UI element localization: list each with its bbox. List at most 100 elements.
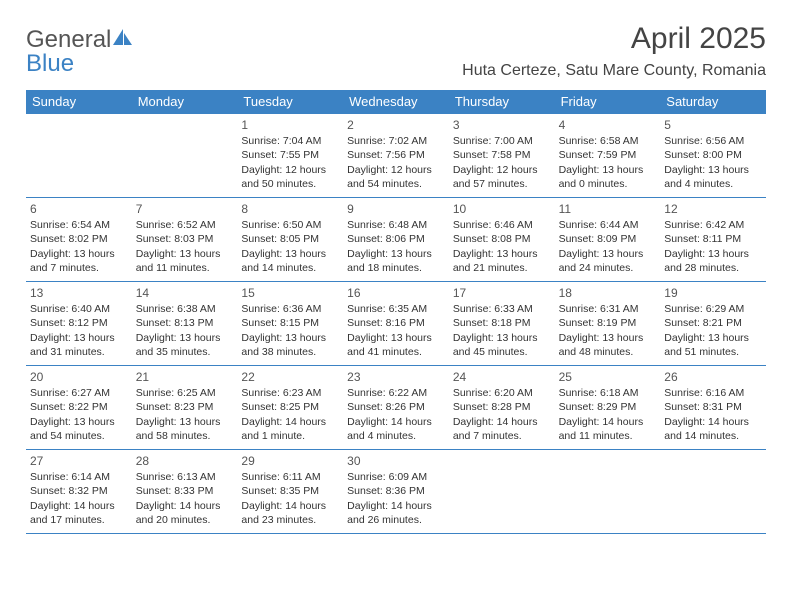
daylight-text: Daylight: 14 hours and 23 minutes.	[241, 499, 339, 527]
sunset-text: Sunset: 8:16 PM	[347, 316, 445, 330]
daylight-text: Daylight: 14 hours and 7 minutes.	[453, 415, 551, 443]
week-row: 1Sunrise: 7:04 AMSunset: 7:55 PMDaylight…	[26, 114, 766, 198]
sunrise-text: Sunrise: 6:31 AM	[559, 302, 657, 316]
sunrise-text: Sunrise: 6:36 AM	[241, 302, 339, 316]
sunrise-text: Sunrise: 6:44 AM	[559, 218, 657, 232]
empty-cell	[555, 450, 661, 533]
day-cell: 3Sunrise: 7:00 AMSunset: 7:58 PMDaylight…	[449, 114, 555, 197]
empty-cell	[26, 114, 132, 197]
sunrise-text: Sunrise: 6:58 AM	[559, 134, 657, 148]
day-cell: 25Sunrise: 6:18 AMSunset: 8:29 PMDayligh…	[555, 366, 661, 449]
day-cell: 23Sunrise: 6:22 AMSunset: 8:26 PMDayligh…	[343, 366, 449, 449]
sunset-text: Sunset: 8:05 PM	[241, 232, 339, 246]
day-cell: 7Sunrise: 6:52 AMSunset: 8:03 PMDaylight…	[132, 198, 238, 281]
day-number: 4	[559, 117, 657, 133]
day-cell: 28Sunrise: 6:13 AMSunset: 8:33 PMDayligh…	[132, 450, 238, 533]
week-row: 6Sunrise: 6:54 AMSunset: 8:02 PMDaylight…	[26, 198, 766, 282]
day-number: 21	[136, 369, 234, 385]
sunset-text: Sunset: 8:13 PM	[136, 316, 234, 330]
week-row: 20Sunrise: 6:27 AMSunset: 8:22 PMDayligh…	[26, 366, 766, 450]
sunset-text: Sunset: 8:33 PM	[136, 484, 234, 498]
day-cell: 19Sunrise: 6:29 AMSunset: 8:21 PMDayligh…	[660, 282, 766, 365]
sunset-text: Sunset: 8:19 PM	[559, 316, 657, 330]
day-number: 11	[559, 201, 657, 217]
sunset-text: Sunset: 8:06 PM	[347, 232, 445, 246]
day-number: 19	[664, 285, 762, 301]
sunset-text: Sunset: 8:36 PM	[347, 484, 445, 498]
logo-text-2: Blue	[26, 50, 74, 77]
day-cell: 12Sunrise: 6:42 AMSunset: 8:11 PMDayligh…	[660, 198, 766, 281]
day-number: 18	[559, 285, 657, 301]
sunset-text: Sunset: 8:29 PM	[559, 400, 657, 414]
sunrise-text: Sunrise: 6:13 AM	[136, 470, 234, 484]
daylight-text: Daylight: 13 hours and 0 minutes.	[559, 163, 657, 191]
sunrise-text: Sunrise: 6:54 AM	[30, 218, 128, 232]
day-cell: 8Sunrise: 6:50 AMSunset: 8:05 PMDaylight…	[237, 198, 343, 281]
daylight-text: Daylight: 13 hours and 7 minutes.	[30, 247, 128, 275]
sunrise-text: Sunrise: 6:14 AM	[30, 470, 128, 484]
day-number: 6	[30, 201, 128, 217]
day-number: 3	[453, 117, 551, 133]
day-cell: 17Sunrise: 6:33 AMSunset: 8:18 PMDayligh…	[449, 282, 555, 365]
day-cell: 6Sunrise: 6:54 AMSunset: 8:02 PMDaylight…	[26, 198, 132, 281]
daylight-text: Daylight: 14 hours and 17 minutes.	[30, 499, 128, 527]
daylight-text: Daylight: 13 hours and 4 minutes.	[664, 163, 762, 191]
day-number: 15	[241, 285, 339, 301]
day-cell: 26Sunrise: 6:16 AMSunset: 8:31 PMDayligh…	[660, 366, 766, 449]
daylight-text: Daylight: 12 hours and 50 minutes.	[241, 163, 339, 191]
weekday-header: Thursday	[449, 90, 555, 114]
daylight-text: Daylight: 13 hours and 14 minutes.	[241, 247, 339, 275]
day-cell: 5Sunrise: 6:56 AMSunset: 8:00 PMDaylight…	[660, 114, 766, 197]
week-row: 13Sunrise: 6:40 AMSunset: 8:12 PMDayligh…	[26, 282, 766, 366]
day-cell: 29Sunrise: 6:11 AMSunset: 8:35 PMDayligh…	[237, 450, 343, 533]
daylight-text: Daylight: 14 hours and 26 minutes.	[347, 499, 445, 527]
empty-cell	[449, 450, 555, 533]
daylight-text: Daylight: 13 hours and 28 minutes.	[664, 247, 762, 275]
logo-sail-icon	[113, 26, 133, 50]
sunset-text: Sunset: 8:28 PM	[453, 400, 551, 414]
weekday-header: Tuesday	[237, 90, 343, 114]
day-number: 9	[347, 201, 445, 217]
day-number: 23	[347, 369, 445, 385]
empty-cell	[660, 450, 766, 533]
sunrise-text: Sunrise: 6:33 AM	[453, 302, 551, 316]
sunset-text: Sunset: 8:26 PM	[347, 400, 445, 414]
day-number: 13	[30, 285, 128, 301]
daylight-text: Daylight: 13 hours and 45 minutes.	[453, 331, 551, 359]
sunset-text: Sunset: 8:02 PM	[30, 232, 128, 246]
daylight-text: Daylight: 14 hours and 1 minute.	[241, 415, 339, 443]
day-number: 20	[30, 369, 128, 385]
day-number: 30	[347, 453, 445, 469]
sunset-text: Sunset: 8:09 PM	[559, 232, 657, 246]
daylight-text: Daylight: 14 hours and 14 minutes.	[664, 415, 762, 443]
logo: General Blue	[26, 22, 133, 76]
week-row: 27Sunrise: 6:14 AMSunset: 8:32 PMDayligh…	[26, 450, 766, 534]
weekday-header-row: SundayMondayTuesdayWednesdayThursdayFrid…	[26, 90, 766, 114]
sunset-text: Sunset: 7:56 PM	[347, 148, 445, 162]
day-number: 8	[241, 201, 339, 217]
sunset-text: Sunset: 7:58 PM	[453, 148, 551, 162]
sunrise-text: Sunrise: 6:09 AM	[347, 470, 445, 484]
daylight-text: Daylight: 13 hours and 35 minutes.	[136, 331, 234, 359]
sunrise-text: Sunrise: 6:25 AM	[136, 386, 234, 400]
sunrise-text: Sunrise: 6:35 AM	[347, 302, 445, 316]
sunrise-text: Sunrise: 6:46 AM	[453, 218, 551, 232]
sunset-text: Sunset: 7:55 PM	[241, 148, 339, 162]
day-number: 22	[241, 369, 339, 385]
day-cell: 2Sunrise: 7:02 AMSunset: 7:56 PMDaylight…	[343, 114, 449, 197]
daylight-text: Daylight: 14 hours and 4 minutes.	[347, 415, 445, 443]
day-cell: 15Sunrise: 6:36 AMSunset: 8:15 PMDayligh…	[237, 282, 343, 365]
day-number: 5	[664, 117, 762, 133]
sunrise-text: Sunrise: 6:42 AM	[664, 218, 762, 232]
sunset-text: Sunset: 8:03 PM	[136, 232, 234, 246]
sunset-text: Sunset: 8:31 PM	[664, 400, 762, 414]
title-block: April 2025 Huta Certeze, Satu Mare Count…	[462, 22, 766, 88]
sunrise-text: Sunrise: 6:52 AM	[136, 218, 234, 232]
sunrise-text: Sunrise: 7:00 AM	[453, 134, 551, 148]
day-number: 1	[241, 117, 339, 133]
day-number: 17	[453, 285, 551, 301]
sunset-text: Sunset: 8:11 PM	[664, 232, 762, 246]
header: General Blue April 2025 Huta Certeze, Sa…	[26, 22, 766, 88]
weeks-container: 1Sunrise: 7:04 AMSunset: 7:55 PMDaylight…	[26, 114, 766, 534]
sunset-text: Sunset: 8:18 PM	[453, 316, 551, 330]
